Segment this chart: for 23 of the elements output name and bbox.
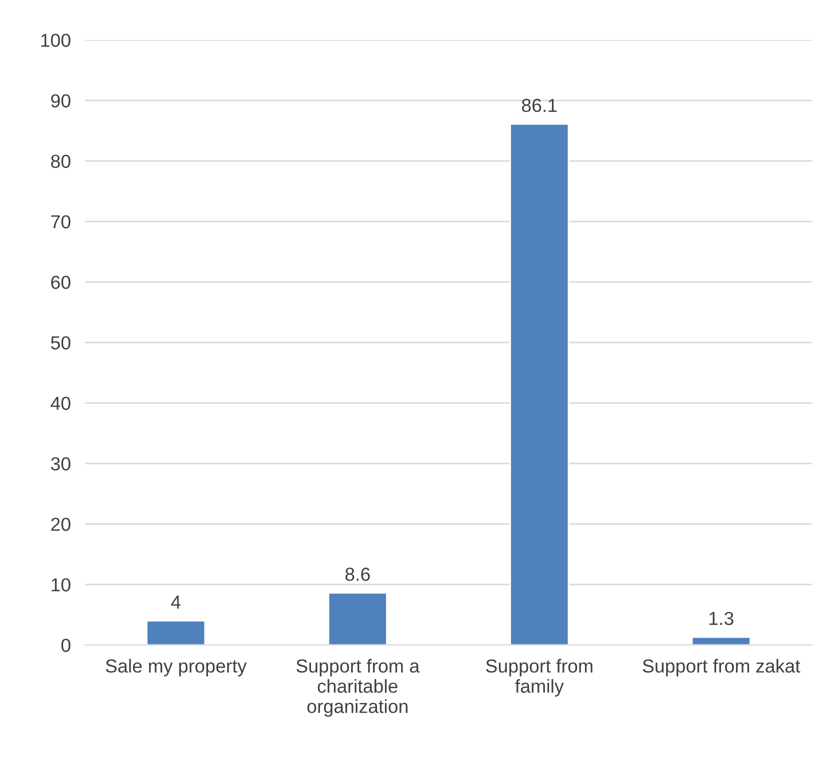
y-tick-label: 100: [41, 34, 70, 47]
x-tick-label: Support from family: [486, 658, 592, 697]
y-tick-label: 0: [61, 638, 70, 652]
data-label: 1.3: [710, 612, 734, 626]
y-tick-label: 20: [51, 518, 70, 531]
y-tick-label: 30: [50, 457, 70, 470]
bar: [691, 636, 751, 645]
bar: [510, 123, 570, 645]
data-label: 8.6: [345, 568, 370, 581]
y-tick-label: 70: [51, 215, 70, 228]
y-tick-label: 10: [52, 578, 70, 592]
y-tick-label: 80: [51, 154, 70, 168]
y-tick-label: 60: [51, 276, 70, 289]
x-tick-label: Support from a charitable organization: [296, 658, 420, 717]
bar: [146, 620, 206, 645]
y-tick-label: 50: [51, 336, 70, 350]
bar: [328, 592, 388, 645]
x-tick-label: Sale my property: [106, 658, 247, 676]
data-label: 86.1: [522, 98, 557, 112]
x-tick-label: Support from zakat: [642, 658, 800, 676]
y-tick-label: 90: [51, 94, 70, 108]
y-tick-label: 40: [50, 396, 70, 410]
data-label: 4: [171, 596, 181, 609]
